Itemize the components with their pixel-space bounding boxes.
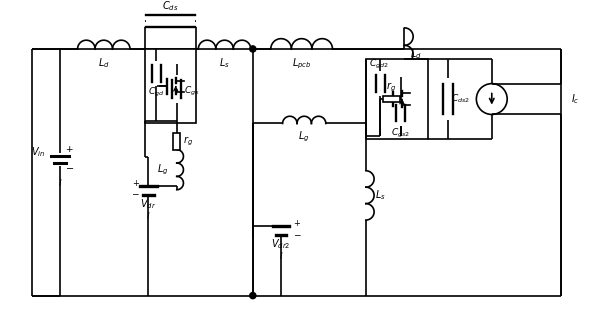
Text: $-$: $-$: [65, 162, 74, 172]
Text: $-$: $-$: [293, 230, 301, 239]
Text: $L_g$: $L_g$: [157, 163, 168, 177]
Bar: [173, 133, 180, 150]
Text: $l$: $l$: [146, 210, 151, 221]
Text: $V_{dr}$: $V_{dr}$: [141, 197, 157, 211]
Text: $L_s$: $L_s$: [375, 188, 385, 202]
Text: $V_{in}$: $V_{in}$: [31, 145, 46, 159]
Text: $L_g$: $L_g$: [298, 129, 310, 144]
Text: $L_d$: $L_d$: [410, 47, 422, 61]
Circle shape: [250, 292, 256, 299]
Text: $I_c$: $I_c$: [572, 92, 580, 106]
Text: $+$: $+$: [132, 178, 140, 188]
Text: $+$: $+$: [293, 218, 301, 228]
Text: $+$: $+$: [65, 144, 74, 154]
Circle shape: [250, 46, 256, 52]
Text: $C_{ds}$: $C_{ds}$: [162, 0, 179, 13]
Text: $r_g$: $r_g$: [385, 81, 396, 94]
Text: $C_{gs}$: $C_{gs}$: [184, 85, 200, 98]
Text: $C_{ds2}$: $C_{ds2}$: [451, 93, 470, 105]
Bar: [366, 59, 428, 139]
Bar: [383, 96, 400, 102]
Text: $L_{pcb}$: $L_{pcb}$: [292, 56, 311, 71]
Text: $C_{gs2}$: $C_{gs2}$: [391, 127, 410, 140]
Text: $l$: $l$: [279, 250, 283, 261]
Bar: [145, 49, 196, 123]
Text: $L_s$: $L_s$: [219, 56, 230, 70]
Text: $-$: $-$: [131, 188, 140, 197]
Text: $C_{gd2}$: $C_{gd2}$: [369, 58, 389, 71]
Text: $V_{dr2}$: $V_{dr2}$: [272, 237, 291, 251]
Text: $l$: $l$: [58, 177, 62, 188]
Text: $L_d$: $L_d$: [98, 56, 110, 70]
Text: $C_{gd}$: $C_{gd}$: [148, 86, 164, 99]
Text: $r_g$: $r_g$: [183, 135, 193, 148]
